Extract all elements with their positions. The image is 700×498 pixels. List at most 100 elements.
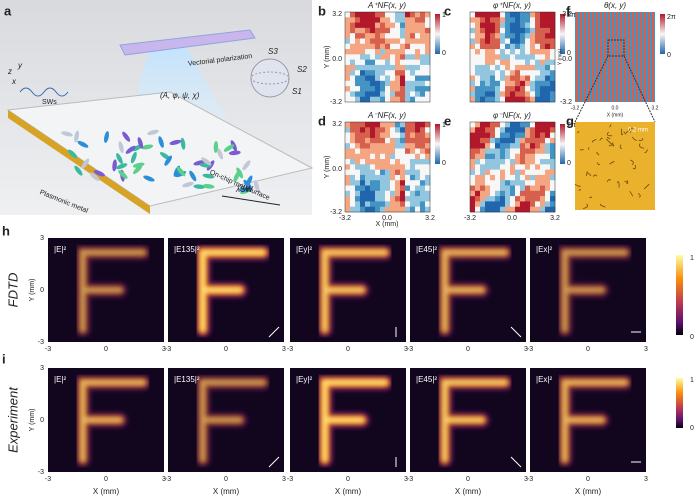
map-cell <box>370 33 376 39</box>
label: 3 <box>644 476 648 483</box>
label: 0.0 <box>382 215 392 222</box>
map-cell <box>490 17 496 23</box>
map-cell <box>470 43 476 50</box>
label: 3.2 <box>332 121 342 128</box>
zoom-line <box>623 55 656 123</box>
map-cell <box>375 54 381 60</box>
map-cell <box>360 91 366 98</box>
map-cell <box>395 143 401 149</box>
map-cell <box>345 64 351 71</box>
map-cell <box>475 164 481 170</box>
map-cell <box>410 174 416 181</box>
meta-atom <box>223 144 235 152</box>
map-cell <box>410 190 416 197</box>
map-cell <box>405 17 411 23</box>
label: 3 <box>40 365 44 372</box>
map-cell <box>530 148 536 155</box>
map-cell <box>535 190 541 197</box>
field-peak <box>200 380 266 462</box>
map-cell <box>385 122 391 128</box>
map-cell <box>520 137 526 144</box>
map-cell <box>400 132 406 139</box>
slot <box>583 203 589 209</box>
map-cell <box>390 91 396 98</box>
map-cell <box>410 127 416 133</box>
map-cell <box>355 12 361 18</box>
map-cell <box>355 96 361 103</box>
label: 2π <box>567 12 576 19</box>
map-cell <box>405 180 411 186</box>
map-cell <box>345 54 351 60</box>
label: 3 <box>162 476 166 483</box>
map-cell <box>500 27 506 34</box>
map-cell <box>520 174 526 181</box>
map-cell <box>470 96 476 103</box>
map-cell <box>395 148 401 155</box>
map-cell <box>425 12 431 18</box>
map-cell <box>530 201 536 208</box>
map-cell <box>475 33 481 39</box>
map-cell <box>400 159 406 165</box>
label: 0 <box>466 346 470 353</box>
label: 3 <box>282 346 286 353</box>
map-cell <box>500 64 506 71</box>
map-cell <box>545 169 551 176</box>
map-cell <box>385 206 391 213</box>
map-cell <box>530 43 536 50</box>
map-cell <box>530 91 536 98</box>
label: X (mm) <box>93 487 120 496</box>
colorbar <box>435 14 440 54</box>
map-cell <box>505 143 511 149</box>
metasurface-zoom <box>575 122 655 210</box>
map-cell <box>485 164 491 170</box>
map-cell <box>500 164 506 170</box>
map-cell <box>545 17 551 23</box>
map-cell <box>500 180 506 186</box>
map-cell <box>545 137 551 144</box>
map-cell <box>485 196 491 202</box>
slot <box>626 180 629 185</box>
map-cell <box>525 22 531 29</box>
map-cell <box>410 27 416 34</box>
map-cell <box>505 80 511 87</box>
field-peak <box>200 250 266 332</box>
map-cell <box>355 185 361 192</box>
map-cell <box>515 91 521 98</box>
map-cell <box>470 137 476 144</box>
map-cell <box>500 169 506 176</box>
map-cell <box>415 43 421 50</box>
meta-atom <box>202 173 215 179</box>
map-cell <box>410 49 416 55</box>
map-cell <box>410 159 416 165</box>
map-cell <box>380 196 386 202</box>
map-cell <box>490 27 496 34</box>
map-cell <box>390 137 396 144</box>
map-cell <box>370 75 376 82</box>
map-cell <box>385 169 391 176</box>
map-cell <box>470 143 476 149</box>
map-cell <box>355 169 361 176</box>
map-cell <box>375 143 381 149</box>
label: 0 <box>40 417 44 424</box>
map-cell <box>535 75 541 82</box>
map-cell <box>370 201 376 208</box>
label: -3 <box>527 476 533 483</box>
map-cell <box>365 33 371 39</box>
map-cell <box>550 17 556 23</box>
map-cell <box>425 49 431 55</box>
map-cell <box>395 201 401 208</box>
map-cell <box>345 180 351 186</box>
map-cell <box>500 91 506 98</box>
map-cell <box>500 122 506 128</box>
label: 0.0 <box>332 166 342 173</box>
map-cell <box>490 127 496 133</box>
map-cell <box>405 27 411 34</box>
map-cell <box>380 169 386 176</box>
map-cell <box>500 201 506 208</box>
map-cell <box>505 174 511 181</box>
map-cell <box>490 164 496 170</box>
map-cell <box>355 64 361 71</box>
map-cell <box>510 59 516 66</box>
slot <box>592 138 597 143</box>
map-cell <box>470 206 476 213</box>
